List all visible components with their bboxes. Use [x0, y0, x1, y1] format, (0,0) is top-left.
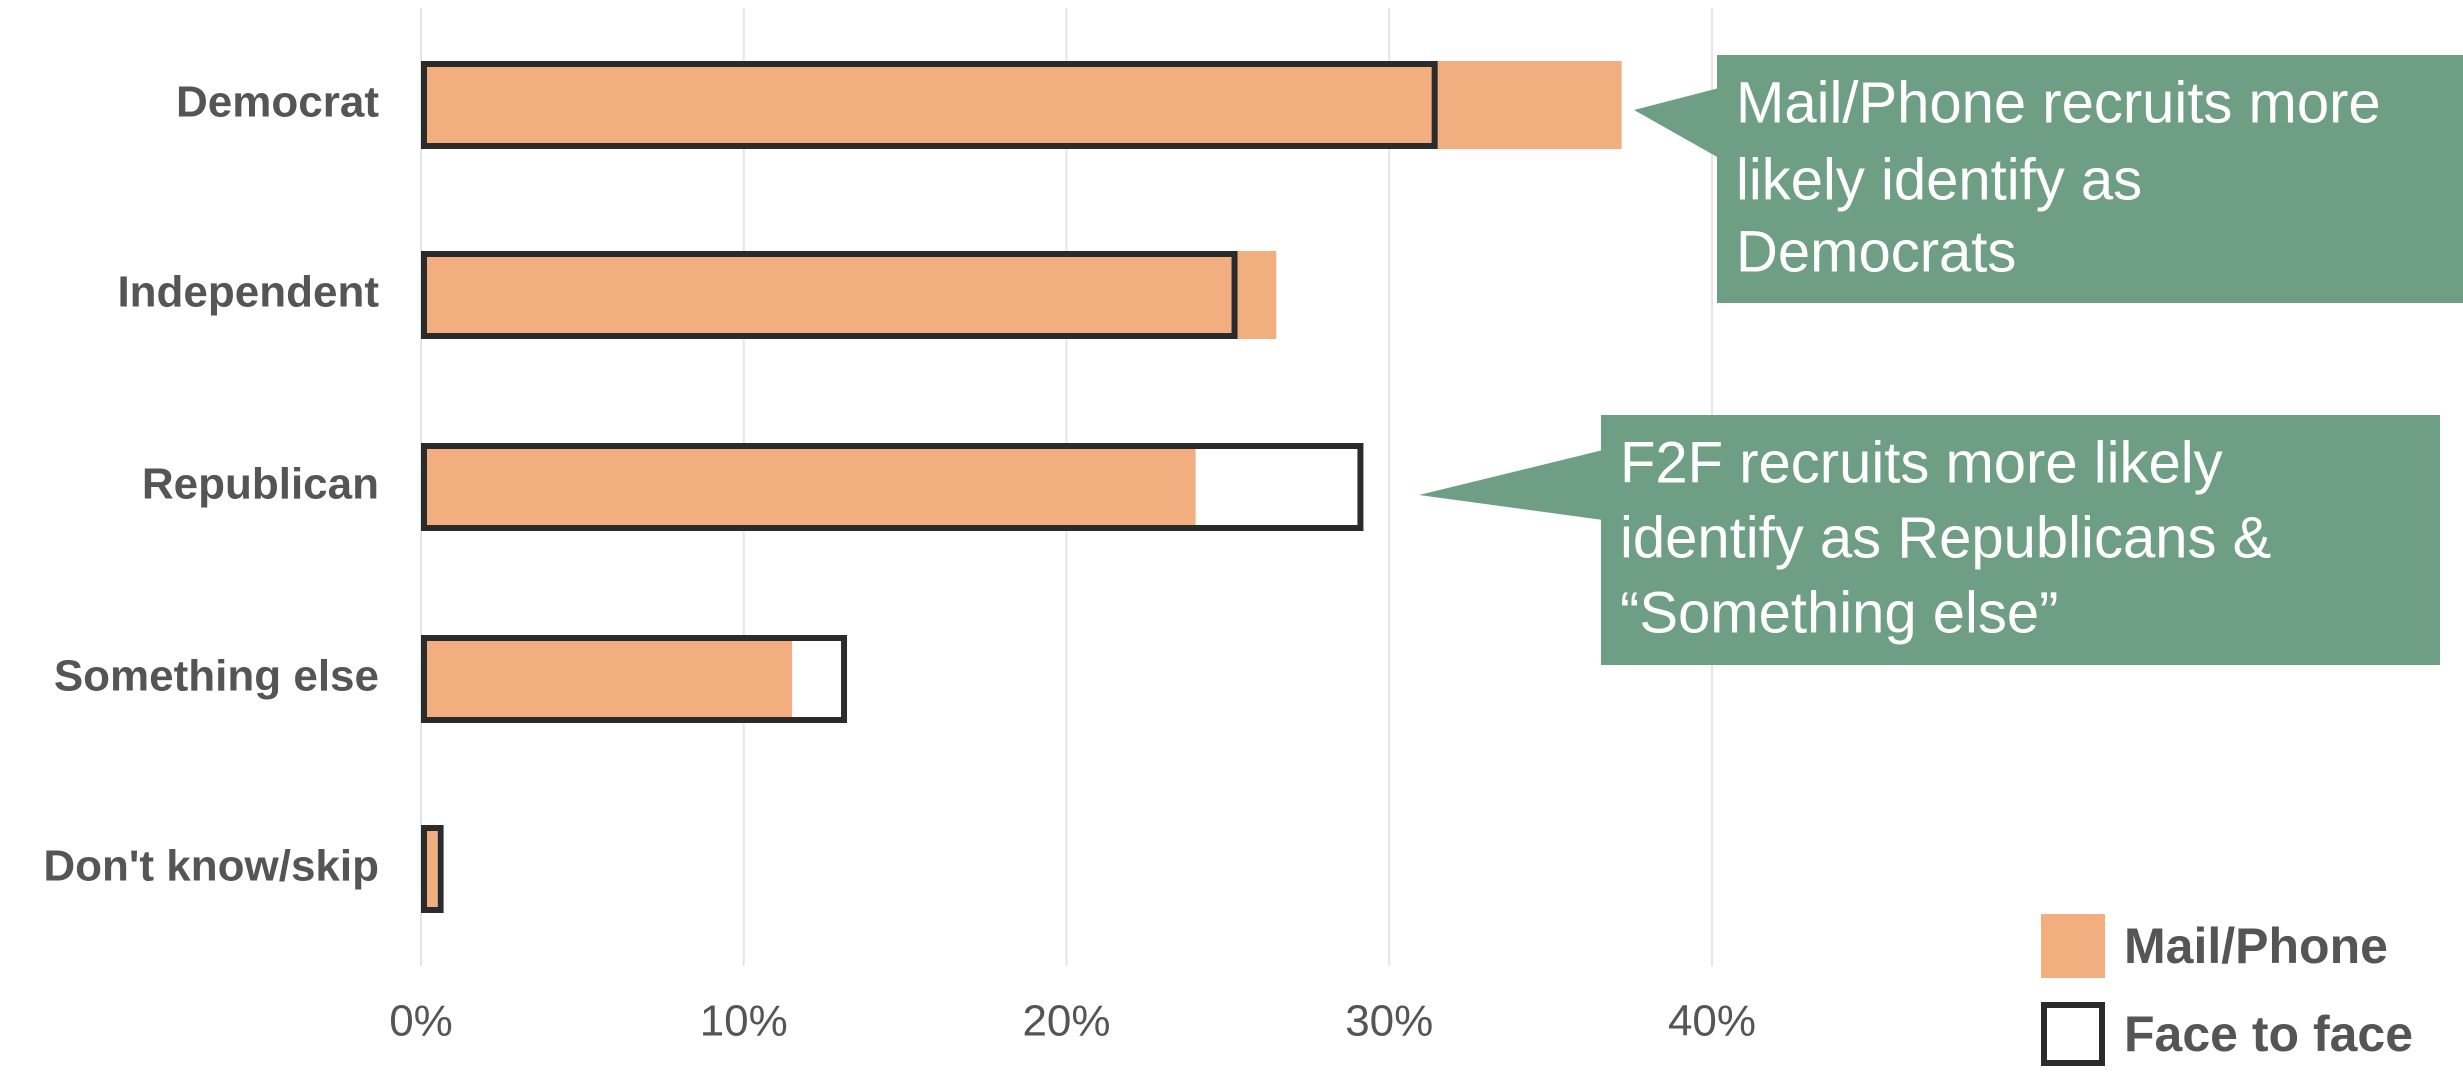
callout-box [1601, 415, 2440, 665]
legend-label: Mail/Phone [2124, 918, 2388, 974]
bar [421, 61, 1622, 149]
callout-text: F2F recruits more likely [1620, 430, 2223, 495]
callout-text: Mail/Phone recruits more [1736, 70, 2381, 135]
callout-text: identify as Republicans & [1620, 505, 2271, 570]
bar-outline [421, 61, 1438, 149]
category-label: Democrat [176, 78, 379, 127]
x-tick-label: 40% [1668, 997, 1756, 1046]
category-label: Republican [142, 460, 379, 509]
x-tick-label: 30% [1345, 997, 1433, 1046]
callout-text: “Something else” [1620, 580, 2058, 645]
bar [421, 443, 1196, 531]
callout-pointer [1419, 450, 1603, 520]
callout-box [1717, 55, 2463, 303]
bar-outline [421, 825, 444, 913]
legend-swatch [2041, 1002, 2105, 1066]
callout-pointer [1634, 88, 1719, 158]
callout-text: likely identify as [1736, 147, 2142, 212]
x-tick-label: 10% [700, 997, 788, 1046]
legend-label: Face to face [2124, 1006, 2413, 1062]
x-tick-label: 20% [1022, 997, 1110, 1046]
bar [421, 251, 1277, 339]
callout-text: Democrats [1736, 219, 2016, 284]
x-tick-label: 0% [389, 997, 453, 1046]
bar-outline [421, 635, 848, 723]
category-label: Independent [117, 268, 379, 317]
bar [421, 635, 793, 723]
category-label: Something else [54, 652, 379, 701]
legend-swatch [2041, 914, 2105, 978]
bar-outline [421, 251, 1238, 339]
category-label: Don't know/skip [43, 842, 379, 891]
bar-outline [421, 443, 1364, 531]
